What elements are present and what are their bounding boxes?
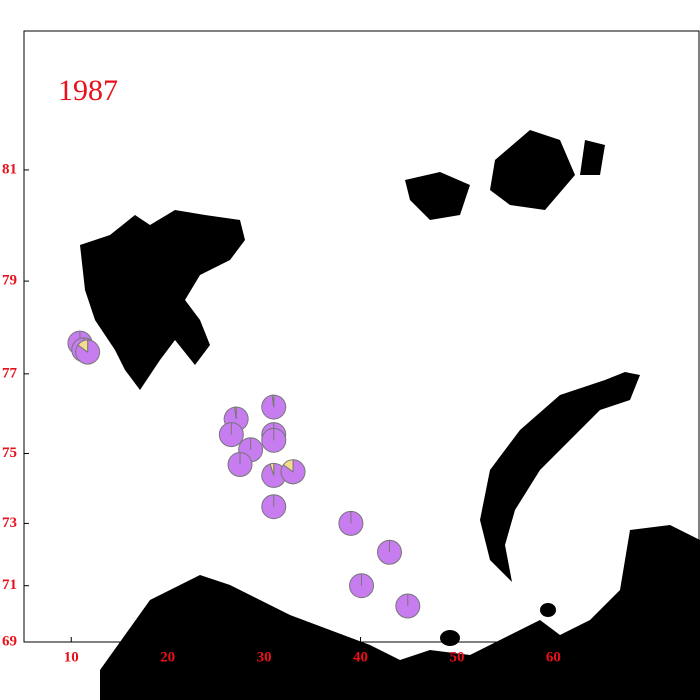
pie-marker — [376, 539, 402, 565]
y-tick-label: 71 — [2, 577, 17, 593]
franz-josef-land — [580, 140, 605, 175]
pie-slice — [282, 459, 294, 473]
y-tick-label: 79 — [2, 273, 17, 289]
frame — [23, 30, 700, 643]
map-title: 1987 — [58, 74, 118, 107]
pie-marker — [338, 510, 364, 536]
pie-slice — [271, 394, 275, 408]
novaya-zemlya — [480, 372, 640, 582]
pie-marker — [349, 573, 375, 599]
franz-josef-land — [405, 172, 470, 220]
pie-marker — [227, 452, 253, 478]
mainland — [100, 525, 700, 700]
pie-slice — [269, 462, 275, 476]
pie-marker — [395, 593, 421, 619]
y-tick-label: 73 — [2, 515, 17, 531]
y-tick-label: 69 — [2, 633, 17, 649]
pie-marker — [280, 459, 306, 485]
x-tick-label: 30 — [257, 649, 272, 665]
pie-marker — [218, 422, 244, 448]
pie-marker — [261, 462, 287, 488]
svalbard — [80, 210, 245, 390]
y-tick-label: 75 — [2, 445, 17, 461]
franz-josef-land — [490, 130, 575, 210]
x-tick-label: 20 — [160, 649, 175, 665]
y-tick-label: 81 — [2, 161, 17, 177]
x-tick-label: 60 — [546, 649, 561, 665]
x-tick-label: 50 — [449, 649, 464, 665]
pie-marker — [261, 427, 287, 453]
land — [80, 130, 700, 700]
y-tick-label: 77 — [2, 365, 18, 381]
pie-slice — [234, 406, 237, 420]
pie-marker — [261, 494, 287, 520]
x-tick-label: 40 — [353, 649, 368, 665]
x-tick-label: 10 — [64, 649, 79, 665]
pie-marker — [75, 339, 101, 365]
pie-marker — [261, 394, 287, 420]
pie-slice — [77, 339, 89, 354]
island — [540, 603, 556, 617]
